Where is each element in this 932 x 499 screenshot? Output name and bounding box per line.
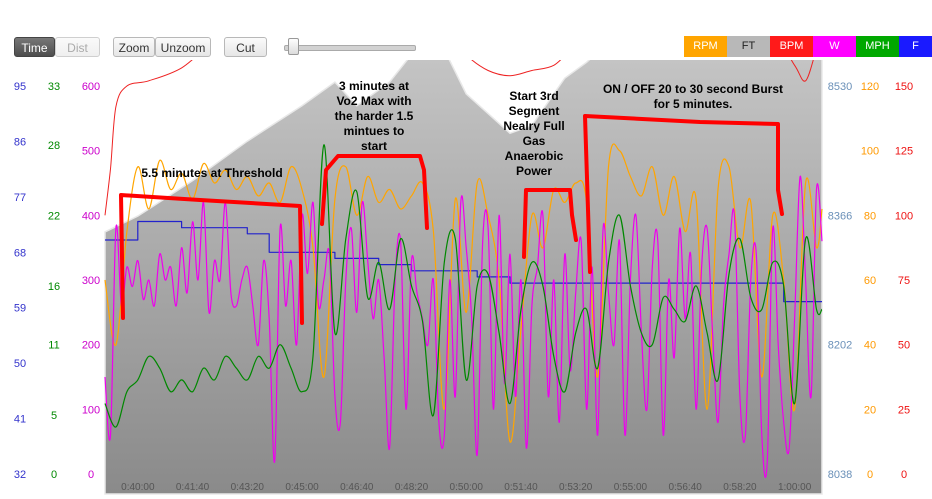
- series-rpm-line: [104, 143, 823, 443]
- axis-blue-tick-label: 59: [14, 303, 26, 315]
- legend-bpm-button[interactable]: BPM: [770, 36, 813, 57]
- axis-magenta-tick-label: 100: [82, 404, 100, 416]
- unzoom-button[interactable]: Unzoom: [155, 37, 211, 57]
- annotation-labels: 5.5 minutes at Threshold 3 minutes atVo2 …: [141, 79, 783, 180]
- axis-red-tick-label: 75: [898, 275, 910, 287]
- series-bpm-line: [104, 60, 814, 216]
- axis-blue-tick-label: 41: [14, 414, 26, 426]
- annotation-brackets: [119, 114, 784, 325]
- axis-orange-tick-label: 60: [864, 275, 876, 287]
- annotation-bracket-4: [583, 114, 784, 274]
- axis-magenta-tick-label: 0: [88, 469, 94, 481]
- legend-ft-button[interactable]: FT: [727, 36, 770, 57]
- x-axis-tick-label: 0:46:40: [340, 482, 374, 493]
- axis-red-tick-label: 150: [895, 81, 913, 93]
- annotation-label-3-line-2: Segment: [509, 104, 560, 118]
- x-axis-tick-label: 0:50:00: [450, 482, 484, 493]
- zoom-slider-handle[interactable]: [288, 38, 299, 55]
- legend-mph-button[interactable]: MPH: [856, 36, 899, 57]
- annotation-label-2-line-4: mintues to: [344, 124, 405, 138]
- axis-green-tick-label: 28: [48, 140, 60, 152]
- axis-magenta-tick-label: 400: [82, 210, 100, 222]
- axis-green-tick-label: 5: [51, 410, 57, 422]
- legend-w-button[interactable]: W: [813, 36, 856, 57]
- annotation-bracket-3: [522, 188, 578, 259]
- axis-red-tick-label: 25: [898, 404, 910, 416]
- axis-orange-tick-label: 40: [864, 340, 876, 352]
- axis-red-tick-label: 50: [898, 340, 910, 352]
- toolbar: Time Dist Zoom Unzoom Cut RPM FT BPM W M…: [0, 0, 932, 60]
- axis-steel-tick-label: 8202: [828, 340, 852, 352]
- cut-button[interactable]: Cut: [224, 37, 267, 57]
- axis-magenta-tick-label: 300: [82, 275, 100, 287]
- time-button[interactable]: Time: [14, 37, 55, 57]
- chart-axes: 3241505968778695051116222833010020030040…: [14, 81, 913, 493]
- x-axis-tick-label: 1:00:00: [778, 482, 812, 493]
- annotation-label-2-line-2: Vo2 Max with: [336, 94, 411, 108]
- x-axis-tick-label: 0:51:40: [504, 482, 538, 493]
- axis-green-tick-label: 16: [48, 281, 60, 293]
- x-axis-tick-label: 0:43:20: [231, 482, 265, 493]
- annotation-label-3-line-6: Power: [516, 164, 552, 178]
- axis-steel-tick-label: 8366: [828, 210, 852, 222]
- axis-blue-tick-label: 95: [14, 81, 26, 93]
- chart-series-lines: [104, 60, 823, 478]
- axis-blue-tick-label: 77: [14, 192, 26, 204]
- x-axis-tick-label: 0:41:40: [176, 482, 210, 493]
- legend-f-button[interactable]: F: [899, 36, 932, 57]
- axis-green-tick-label: 22: [48, 210, 60, 222]
- axis-red-tick-label: 0: [901, 469, 907, 481]
- annotation-label-3-line-5: Anaerobic: [505, 149, 564, 163]
- axis-magenta-tick-label: 500: [82, 146, 100, 158]
- series-w-line: [104, 175, 823, 478]
- x-axis-tick-label: 0:58:20: [723, 482, 757, 493]
- axis-steel-tick-label: 8038: [828, 469, 852, 481]
- axis-red-tick-label: 125: [895, 146, 913, 158]
- axis-orange-tick-label: 0: [867, 469, 873, 481]
- annotation-label-2-line-1: 3 minutes at: [339, 79, 409, 93]
- axis-blue-tick-label: 32: [14, 469, 26, 481]
- axis-magenta-tick-label: 200: [82, 340, 100, 352]
- series-mph-line: [104, 144, 823, 428]
- x-axis-tick-label: 0:40:00: [121, 482, 155, 493]
- x-axis-tick-label: 0:55:00: [614, 482, 648, 493]
- x-axis-tick-label: 0:56:40: [668, 482, 702, 493]
- dist-button[interactable]: Dist: [55, 37, 100, 57]
- ft-area-series: [104, 60, 823, 495]
- axis-orange-tick-label: 100: [861, 146, 879, 158]
- annotation-label-2-line-5: start: [361, 139, 387, 153]
- axis-steel-tick-label: 8530: [828, 81, 852, 93]
- legend-rpm-button[interactable]: RPM: [684, 36, 727, 57]
- annotation-label-3-line-1: Start 3rd: [509, 89, 558, 103]
- axis-orange-tick-label: 80: [864, 210, 876, 222]
- x-axis-tick-label: 0:45:00: [285, 482, 319, 493]
- axis-green-tick-label: 33: [48, 81, 60, 93]
- annotation-bracket-1: [119, 193, 304, 325]
- annotation-label-1-line-1: 5.5 minutes at Threshold: [141, 166, 282, 180]
- axis-green-tick-label: 11: [48, 340, 59, 352]
- zoom-button[interactable]: Zoom: [113, 37, 155, 57]
- annotation-label-3-line-4: Gas: [523, 134, 546, 148]
- zoom-slider-track[interactable]: [284, 45, 416, 51]
- x-axis-tick-label: 0:48:20: [395, 482, 429, 493]
- axis-orange-tick-label: 20: [864, 404, 876, 416]
- annotation-bracket-2: [320, 154, 429, 230]
- axis-red-tick-label: 100: [895, 210, 913, 222]
- axis-orange-tick-label: 120: [861, 81, 879, 93]
- series-ft-area: [104, 60, 823, 495]
- ride-chart[interactable]: 5.5 minutes at Threshold 3 minutes atVo2 …: [0, 60, 932, 499]
- axis-blue-tick-label: 86: [14, 136, 26, 148]
- annotation-label-4-line-1: ON / OFF 20 to 30 second Burst: [603, 82, 783, 96]
- annotation-label-2-line-3: the harder 1.5: [335, 109, 414, 123]
- x-axis-tick-label: 0:53:20: [559, 482, 593, 493]
- axis-green-tick-label: 0: [51, 469, 57, 481]
- annotation-label-3-line-3: Nealry Full: [503, 119, 564, 133]
- axis-magenta-tick-label: 600: [82, 81, 100, 93]
- axis-blue-tick-label: 68: [14, 247, 26, 259]
- annotation-label-4-line-2: for 5 minutes.: [654, 97, 733, 111]
- axis-blue-tick-label: 50: [14, 358, 26, 370]
